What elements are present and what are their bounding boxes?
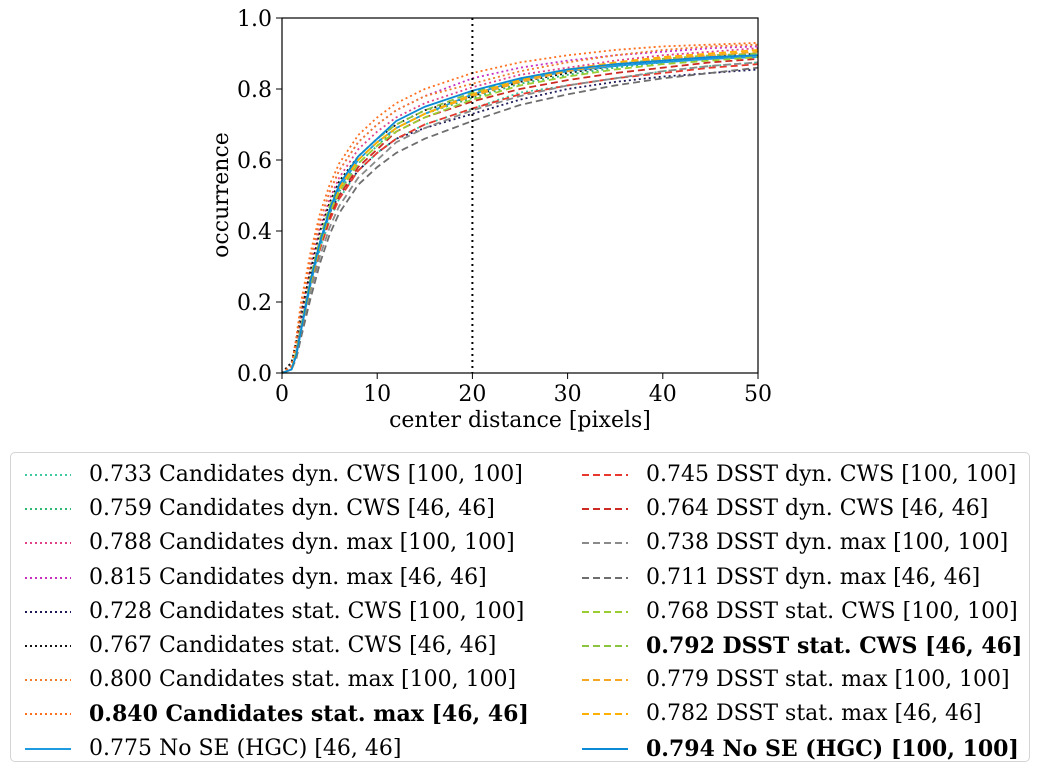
series-line-5 (281, 52, 759, 374)
x-axis-ticks: 0 10 20 30 40 50 (275, 373, 772, 407)
legend-item: 0.794 No SE (HGC) [100, 100] (576, 732, 1026, 766)
legend-item: 0.788 Candidates dyn. max [100, 100] (19, 526, 559, 560)
y-axis-label: occurrence (209, 132, 234, 258)
x-tick-label: 40 (649, 382, 677, 407)
legend-label: 0.767 Candidates stat. CWS [46, 46] (89, 633, 497, 658)
legend-swatch (582, 610, 628, 613)
legend-item: 0.759 Candidates dyn. CWS [46, 46] (19, 492, 559, 526)
x-axis-label: center distance [pixels] (389, 408, 651, 433)
series-line-10 (281, 57, 759, 374)
series-line-17 (281, 54, 759, 374)
legend-item: 0.764 DSST dyn. CWS [46, 46] (576, 492, 1026, 526)
series-line-16 (281, 49, 759, 374)
legend-label: 0.782 DSST stat. max [46, 46] (646, 701, 982, 727)
legend-item: 0.728 Candidates stat. CWS [100, 100] (19, 595, 559, 629)
series-line-14 (281, 52, 759, 374)
series-line-2 (281, 47, 759, 374)
series-line-1 (281, 54, 759, 374)
legend-swatch (25, 645, 71, 647)
legend-swatch (25, 713, 71, 716)
legend-item: 0.779 DSST stat. max [100, 100] (576, 663, 1026, 697)
legend-item: 0.767 Candidates stat. CWS [46, 46] (19, 629, 559, 663)
series-line-7 (281, 41, 759, 374)
legend-swatch (582, 542, 628, 545)
legend-swatch (582, 679, 628, 682)
series-line-9 (281, 63, 759, 374)
plot-frame (281, 17, 759, 374)
legend-label: 0.728 Candidates stat. CWS [100, 100] (89, 598, 525, 624)
plot-lines (281, 41, 759, 374)
legend-item: 0.782 DSST stat. max [46, 46] (576, 697, 1026, 731)
legend-label: 0.815 Candidates dyn. max [46, 46] (89, 564, 487, 590)
legend-swatch (582, 713, 628, 716)
y-tick-label: 0.4 (237, 220, 272, 245)
y-tick-label: 0.6 (237, 149, 272, 174)
legend-label: 0.764 DSST dyn. CWS [46, 46] (646, 496, 989, 522)
legend-swatch (25, 610, 71, 613)
x-tick-label: 10 (363, 382, 391, 407)
legend-item: 0.775 No SE (HGC) [46, 46] (19, 732, 559, 766)
legend-item: 0.792 DSST stat. CWS [46, 46] (576, 629, 1026, 663)
legend-swatch (582, 645, 628, 647)
series-line-12 (281, 66, 759, 374)
legend-label: 0.738 DSST dyn. max [100, 100] (646, 530, 1009, 556)
y-tick-label: 0.0 (237, 362, 272, 387)
legend-item: 0.840 Candidates stat. max [46, 46] (19, 697, 559, 731)
legend-label: 0.745 DSST dyn. CWS [100, 100] (646, 462, 1017, 487)
series-line-11 (281, 61, 759, 374)
legend-swatch (582, 576, 628, 579)
legend-swatch (25, 474, 71, 476)
x-tick-label: 30 (554, 382, 582, 407)
legend-label: 0.733 Candidates dyn. CWS [100, 100] (89, 462, 523, 487)
legend-swatch (25, 747, 71, 750)
legend-swatch (25, 508, 71, 511)
legend-label: 0.779 DSST stat. max [100, 100] (646, 667, 1010, 693)
y-tick-label: 0.2 (237, 291, 272, 316)
legend-item: 0.800 Candidates stat. max [100, 100] (19, 663, 559, 697)
legend-swatch (582, 474, 628, 476)
legend-swatch (582, 747, 628, 750)
x-tick-label: 0 (275, 382, 289, 407)
y-tick-label: 0.8 (237, 78, 272, 103)
chart-area: 0 10 20 30 40 50 0.0 0.2 0.4 0.6 0.8 1.0 center di… (209, 7, 772, 433)
legend-label: 0.759 Candidates dyn. CWS [46, 46] (89, 496, 495, 522)
legend-item: 0.745 DSST dyn. CWS [100, 100] (576, 458, 1026, 492)
series-line-15 (281, 50, 759, 374)
legend-swatch (25, 576, 71, 579)
legend-swatch (25, 542, 71, 545)
legend-label: 0.800 Candidates stat. max [100, 100] (89, 667, 517, 693)
legend-label: 0.768 DSST stat. CWS [100, 100] (646, 598, 1018, 624)
legend-item: 0.815 Candidates dyn. max [46, 46] (19, 561, 559, 595)
legend: 0.733 Candidates dyn. CWS [100, 100] 0.75… (10, 452, 1030, 762)
legend-item: 0.768 DSST stat. CWS [100, 100] (576, 595, 1026, 629)
legend-label: 0.788 Candidates dyn. max [100, 100] (89, 530, 515, 556)
legend-swatch (582, 508, 628, 511)
legend-label: 0.794 No SE (HGC) [100, 100] (646, 735, 1019, 762)
legend-swatch (25, 679, 71, 682)
legend-label: 0.775 No SE (HGC) [46, 46] (89, 735, 402, 761)
legend-item: 0.733 Candidates dyn. CWS [100, 100] (19, 458, 559, 492)
y-axis-ticks: 0.0 0.2 0.4 0.6 0.8 1.0 (237, 7, 282, 387)
y-tick-label: 1.0 (237, 7, 272, 32)
series-line-0 (281, 61, 759, 374)
legend-item: 0.738 DSST dyn. max [100, 100] (576, 526, 1026, 560)
legend-label: 0.711 DSST dyn. max [46, 46] (646, 564, 981, 590)
x-tick-label: 20 (458, 382, 486, 407)
legend-label: 0.792 DSST stat. CWS [46, 46] (646, 633, 1023, 659)
legend-item: 0.711 DSST dyn. max [46, 46] (576, 561, 1026, 595)
series-line-3 (281, 45, 759, 374)
series-line-4 (281, 68, 759, 374)
x-tick-label: 50 (744, 382, 772, 407)
series-line-6 (281, 43, 759, 374)
legend-label: 0.840 Candidates stat. max [46, 46] (89, 701, 529, 728)
